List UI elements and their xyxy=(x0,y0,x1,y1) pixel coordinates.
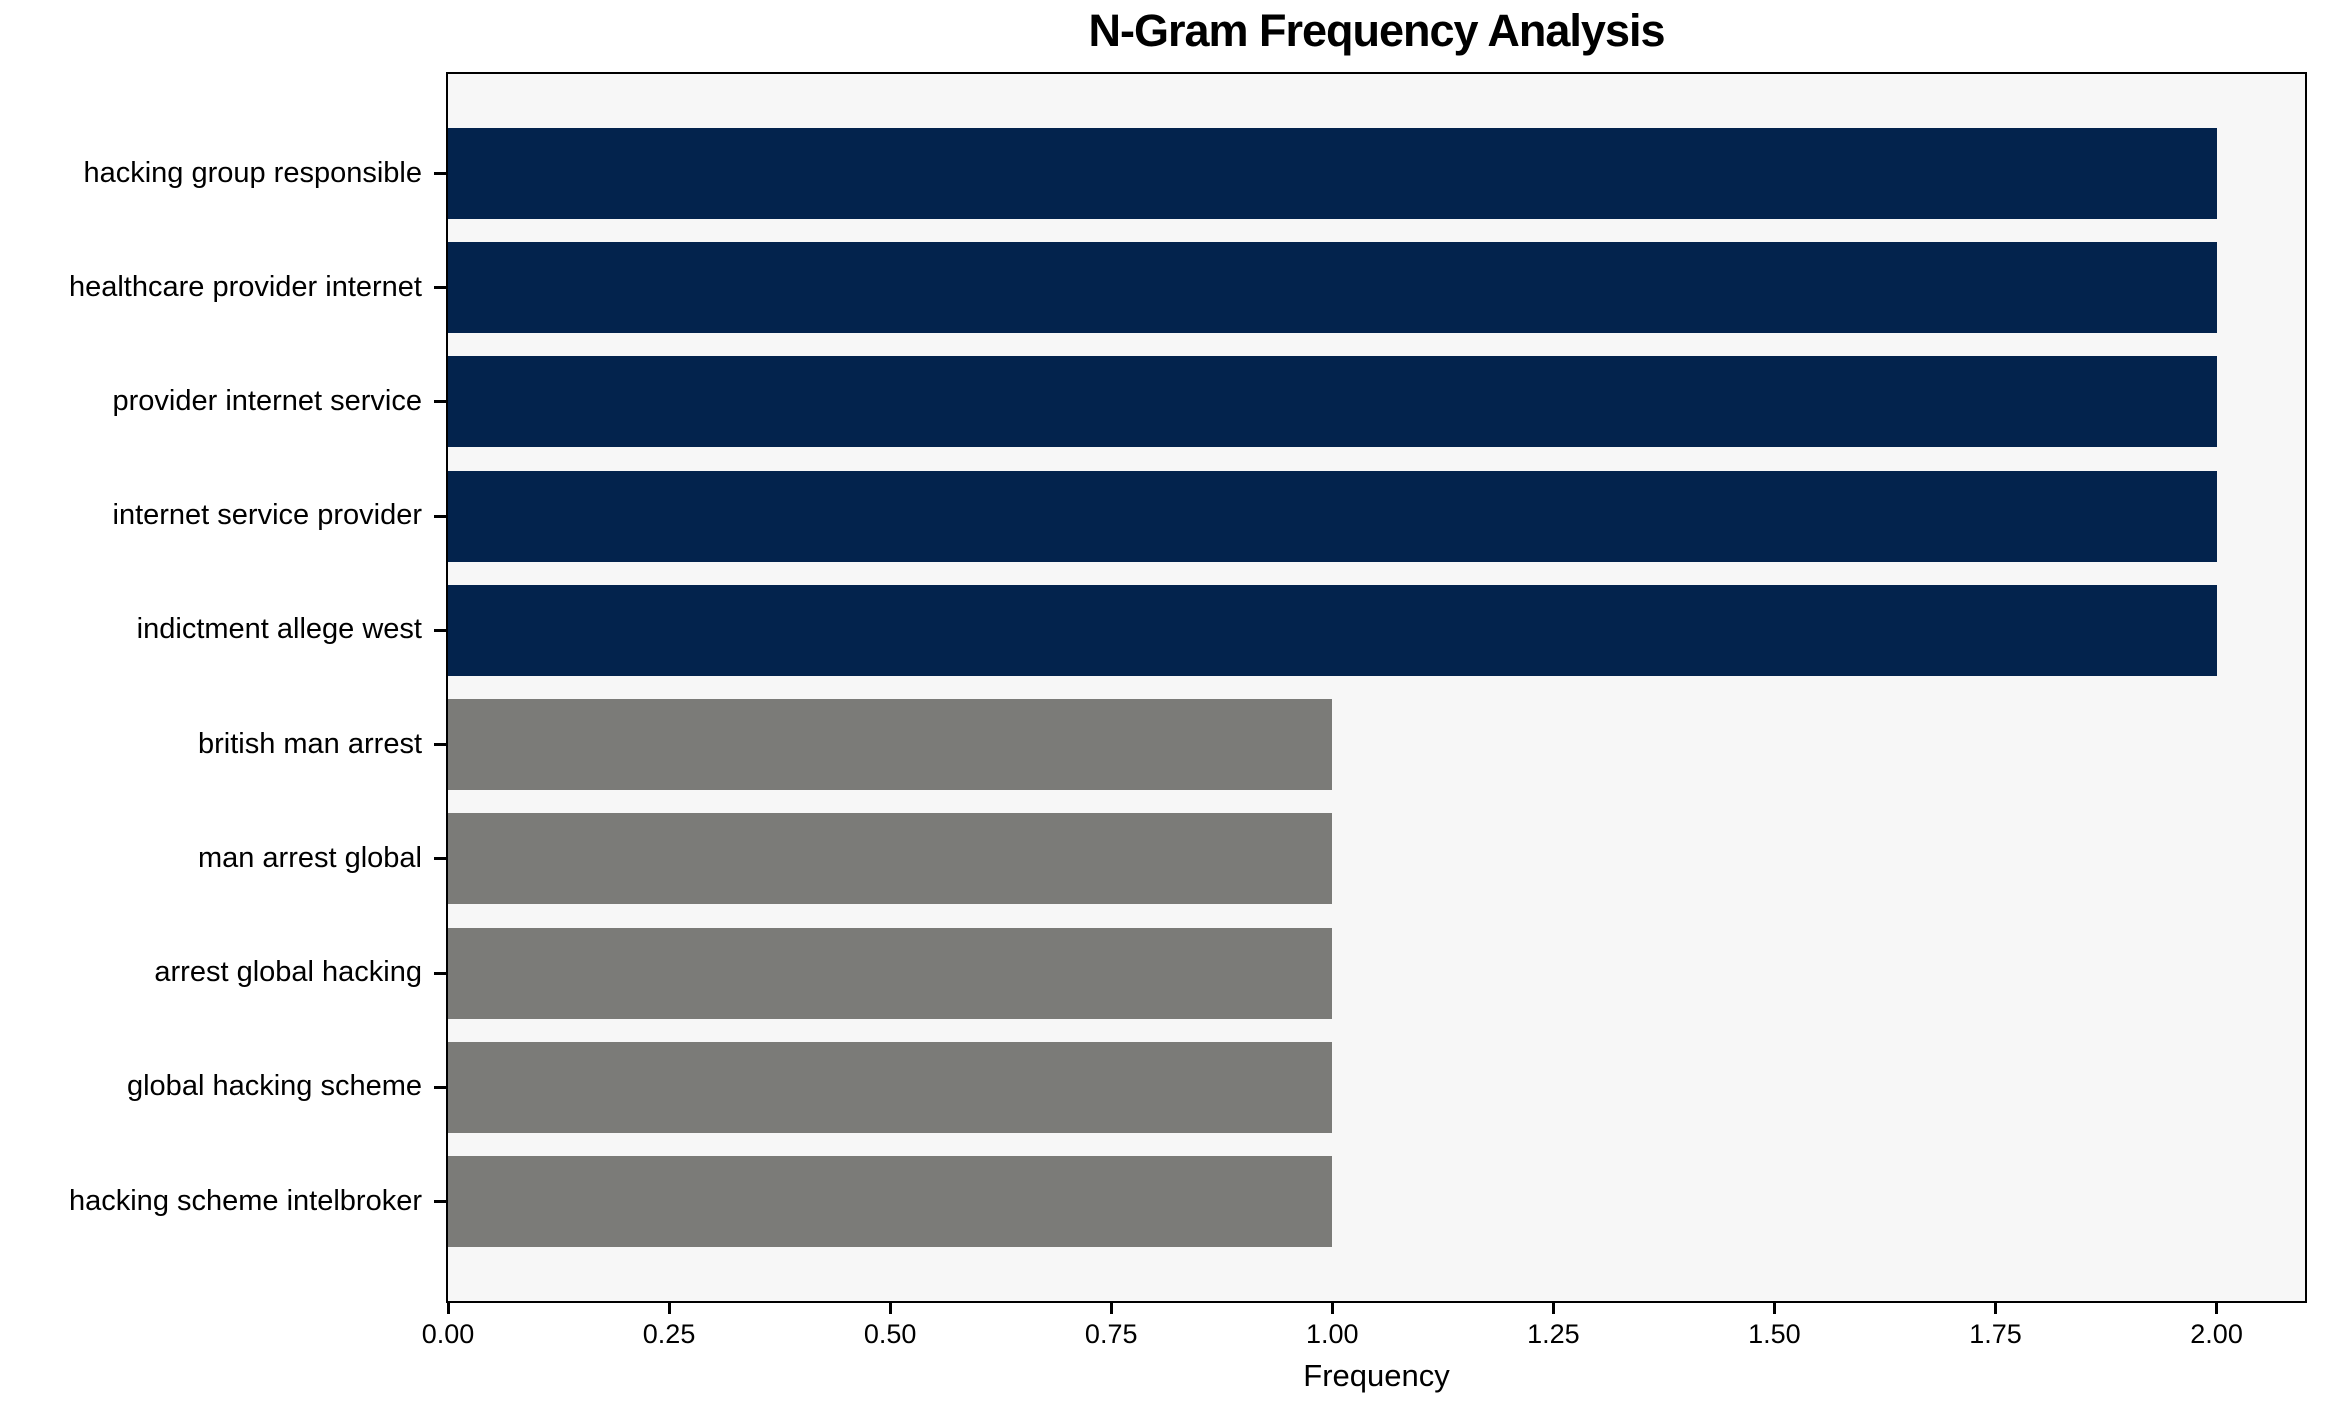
bar xyxy=(448,1156,1333,1247)
y-tick-label: british man arrest xyxy=(197,727,422,760)
x-tick-label: 2.00 xyxy=(2190,1319,2243,1349)
chart-title: N-Gram Frequency Analysis xyxy=(1088,5,1665,56)
x-tick-label: 1.00 xyxy=(1306,1319,1359,1349)
y-tick-label: indictment allege west xyxy=(136,613,422,646)
bar xyxy=(448,128,2217,219)
y-tick-label: hacking group responsible xyxy=(83,156,422,189)
y-tick-label: hacking scheme intelbroker xyxy=(68,1184,422,1217)
plot-area xyxy=(446,72,2307,1303)
x-tick-mark xyxy=(1551,1303,1555,1314)
y-tick-mark xyxy=(434,286,446,290)
y-tick-mark xyxy=(434,628,446,632)
x-tick-label: 0.00 xyxy=(421,1319,475,1349)
x-tick-mark xyxy=(1109,1303,1113,1314)
x-tick-mark xyxy=(1772,1303,1776,1314)
y-tick-mark xyxy=(434,514,446,518)
bar xyxy=(448,470,2217,562)
bar xyxy=(448,927,1333,1019)
x-tick-label: 1.50 xyxy=(1748,1319,1801,1349)
bar xyxy=(448,699,1333,791)
bar xyxy=(448,813,1333,905)
y-tick-label: man arrest global xyxy=(197,841,422,874)
y-tick-label: internet service provider xyxy=(112,498,422,531)
x-tick-label: 1.25 xyxy=(1527,1319,1580,1349)
y-tick-mark xyxy=(434,400,446,404)
bar xyxy=(448,356,2217,448)
x-axis-label: Frequency xyxy=(1303,1358,1450,1393)
x-tick-mark xyxy=(667,1303,671,1314)
y-tick-label: provider internet service xyxy=(112,384,422,417)
x-tick-mark xyxy=(888,1303,892,1314)
bar xyxy=(448,242,2217,334)
x-tick-mark xyxy=(2215,1303,2219,1314)
x-tick-label: 0.75 xyxy=(1084,1319,1138,1349)
x-tick-mark xyxy=(446,1303,450,1314)
bar xyxy=(448,584,2217,676)
y-tick-label: global hacking scheme xyxy=(126,1070,422,1103)
x-tick-mark xyxy=(1994,1303,1997,1314)
x-tick-label: 0.50 xyxy=(863,1319,917,1349)
y-tick-mark xyxy=(434,857,446,861)
y-tick-mark xyxy=(434,172,446,175)
x-tick-mark xyxy=(1330,1303,1334,1314)
y-tick-mark xyxy=(434,743,446,747)
y-tick-label: arrest global hacking xyxy=(154,955,422,988)
y-tick-mark xyxy=(434,1200,446,1203)
bar xyxy=(448,1041,1333,1133)
y-tick-mark xyxy=(434,1085,446,1089)
y-tick-label: healthcare provider internet xyxy=(68,270,422,303)
y-tick-mark xyxy=(434,971,446,975)
x-tick-label: 0.25 xyxy=(642,1319,696,1349)
x-tick-label: 1.75 xyxy=(1969,1319,2022,1349)
